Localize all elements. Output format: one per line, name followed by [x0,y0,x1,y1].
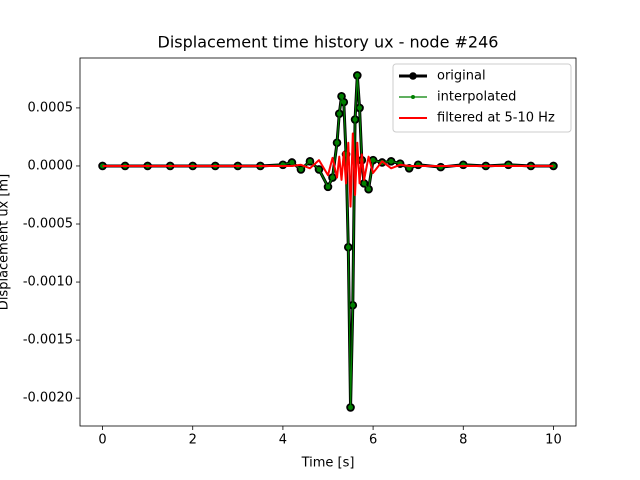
series-marker [361,180,367,186]
plot-area [98,71,558,412]
series-marker [366,186,372,192]
series-marker [341,99,347,105]
series-marker [357,105,363,111]
series-marker [348,404,354,410]
x-tick-label: 10 [545,433,562,448]
y-tick-label: -0.0015 [23,333,73,348]
y-tick-label: -0.0020 [23,391,73,406]
x-tick-label: 6 [369,433,377,448]
chart-title: Displacement time history ux - node #246 [158,33,499,52]
y-tick-label: 0.0000 [28,158,74,173]
series-marker [330,175,336,181]
x-tick-label: 4 [279,433,287,448]
y-tick-label: -0.0010 [23,275,73,290]
series-marker [307,158,313,164]
series-marker [289,159,295,165]
legend-label: interpolated [437,90,516,105]
legend-marker [411,95,415,99]
series-marker [345,244,351,250]
y-tick-label: 0.0005 [28,100,74,115]
legend-label: original [437,69,486,84]
series-marker [334,140,340,146]
x-tick-label: 8 [459,433,467,448]
series-marker [388,158,394,164]
x-tick-label: 2 [189,433,197,448]
series-marker [370,157,376,163]
x-tick-label: 0 [98,433,106,448]
legend-label: filtered at 5-10 Hz [437,111,555,126]
legend-marker [409,72,417,80]
series-marker [316,166,322,172]
axes-frame [79,57,577,427]
series-marker [325,184,331,190]
series-marker [352,117,358,123]
series-marker [354,72,360,78]
x-axis-label: Time [s] [301,456,355,471]
series-marker [336,111,342,117]
series-line [102,132,554,208]
series-marker [339,93,345,99]
series-marker [298,166,304,172]
legend-box [392,63,572,133]
y-axis-label: Displacement ux [m] [0,174,12,310]
y-tick-label: -0.0005 [23,217,73,232]
series-marker [350,302,356,308]
